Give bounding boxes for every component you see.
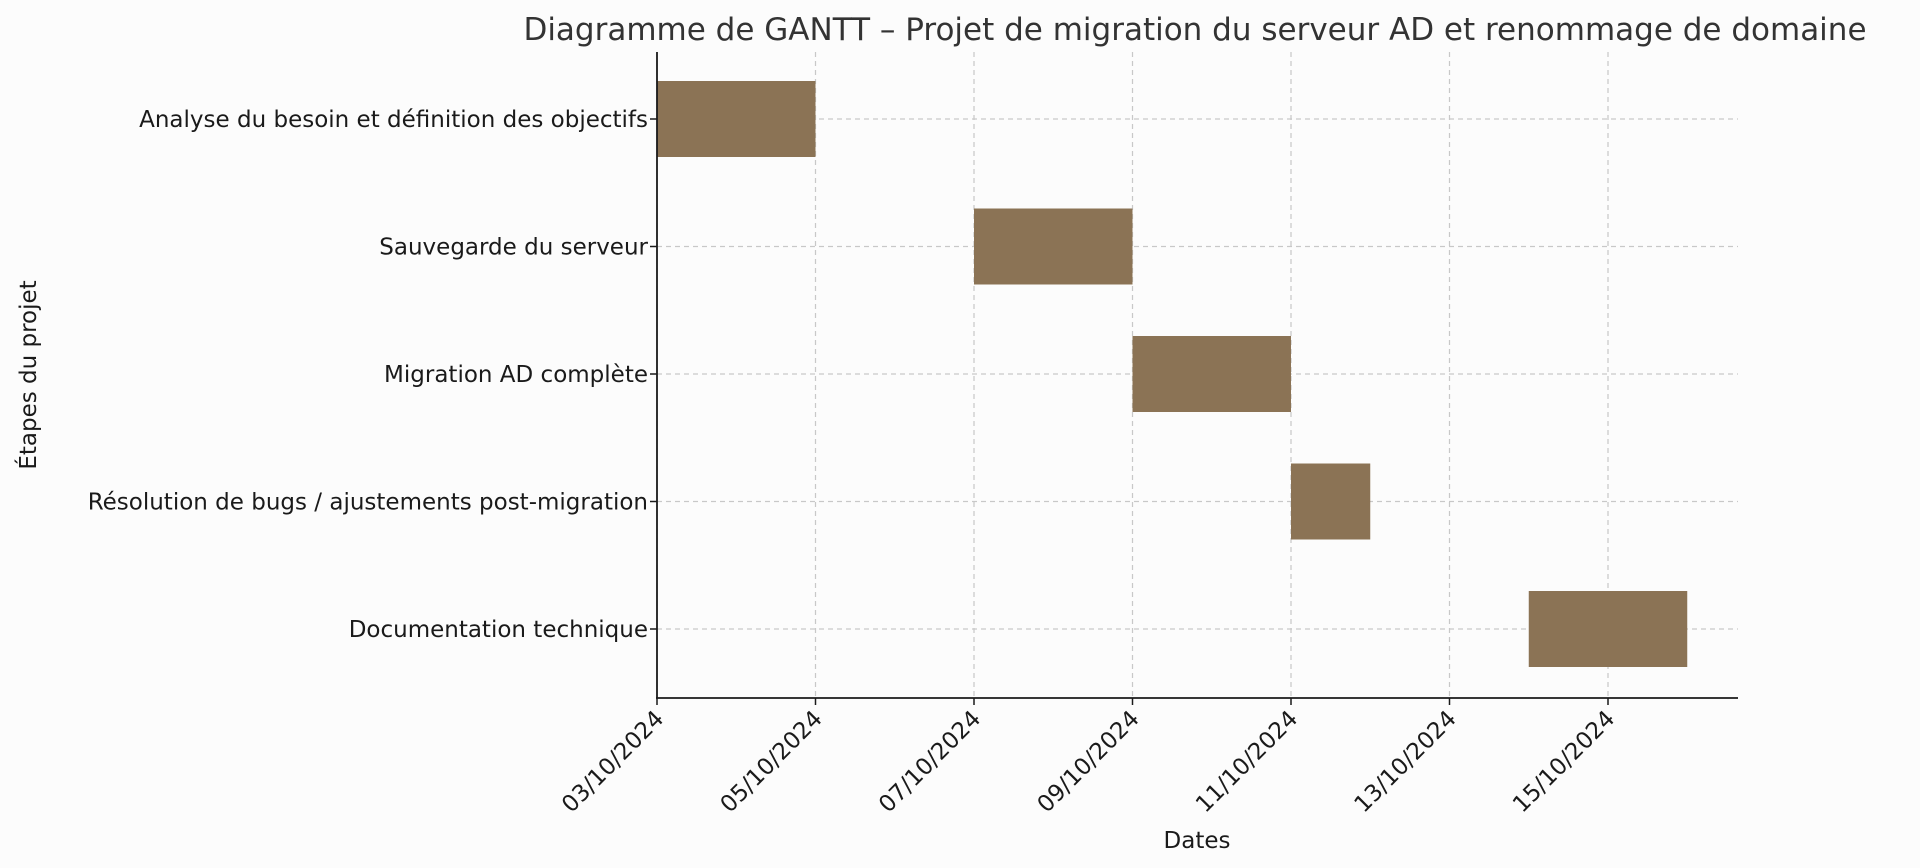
task-bar <box>1291 463 1371 540</box>
y-tick-label: Sauvegarde du serveur <box>379 235 648 261</box>
x-tick-label: 09/10/2024 <box>1033 706 1145 818</box>
x-tick-label: 13/10/2024 <box>1350 706 1462 818</box>
y-tick-label: Migration AD complète <box>384 362 648 388</box>
chart-title: Diagramme de GANTT – Projet de migration… <box>523 12 1866 48</box>
y-tick-label: Documentation technique <box>349 617 648 643</box>
x-tick-label: 11/10/2024 <box>1191 706 1303 818</box>
y-tick-labels: Analyse du besoin et définition des obje… <box>88 107 649 643</box>
x-axis-title: Dates <box>1164 828 1231 854</box>
task-bar <box>1132 336 1291 412</box>
task-bar <box>1528 591 1688 667</box>
task-bar <box>974 208 1133 285</box>
x-tick-label: 05/10/2024 <box>716 706 828 818</box>
axes-layer <box>650 52 1738 705</box>
x-tick-labels: 03/10/2024 05/10/2024 07/10/2024 09/10/2024… <box>557 706 1620 818</box>
x-tick-label: 03/10/2024 <box>557 706 669 818</box>
y-tick-label: Résolution de bugs / ajustements post-mi… <box>88 490 648 516</box>
y-axis-title: Étapes du projet <box>14 280 42 469</box>
x-tick-label: 15/10/2024 <box>1508 706 1620 818</box>
y-tick-label: Analyse du besoin et définition des obje… <box>139 107 648 133</box>
x-tick-label: 07/10/2024 <box>874 706 986 818</box>
task-bar <box>657 81 816 157</box>
bars-layer <box>657 81 1688 667</box>
